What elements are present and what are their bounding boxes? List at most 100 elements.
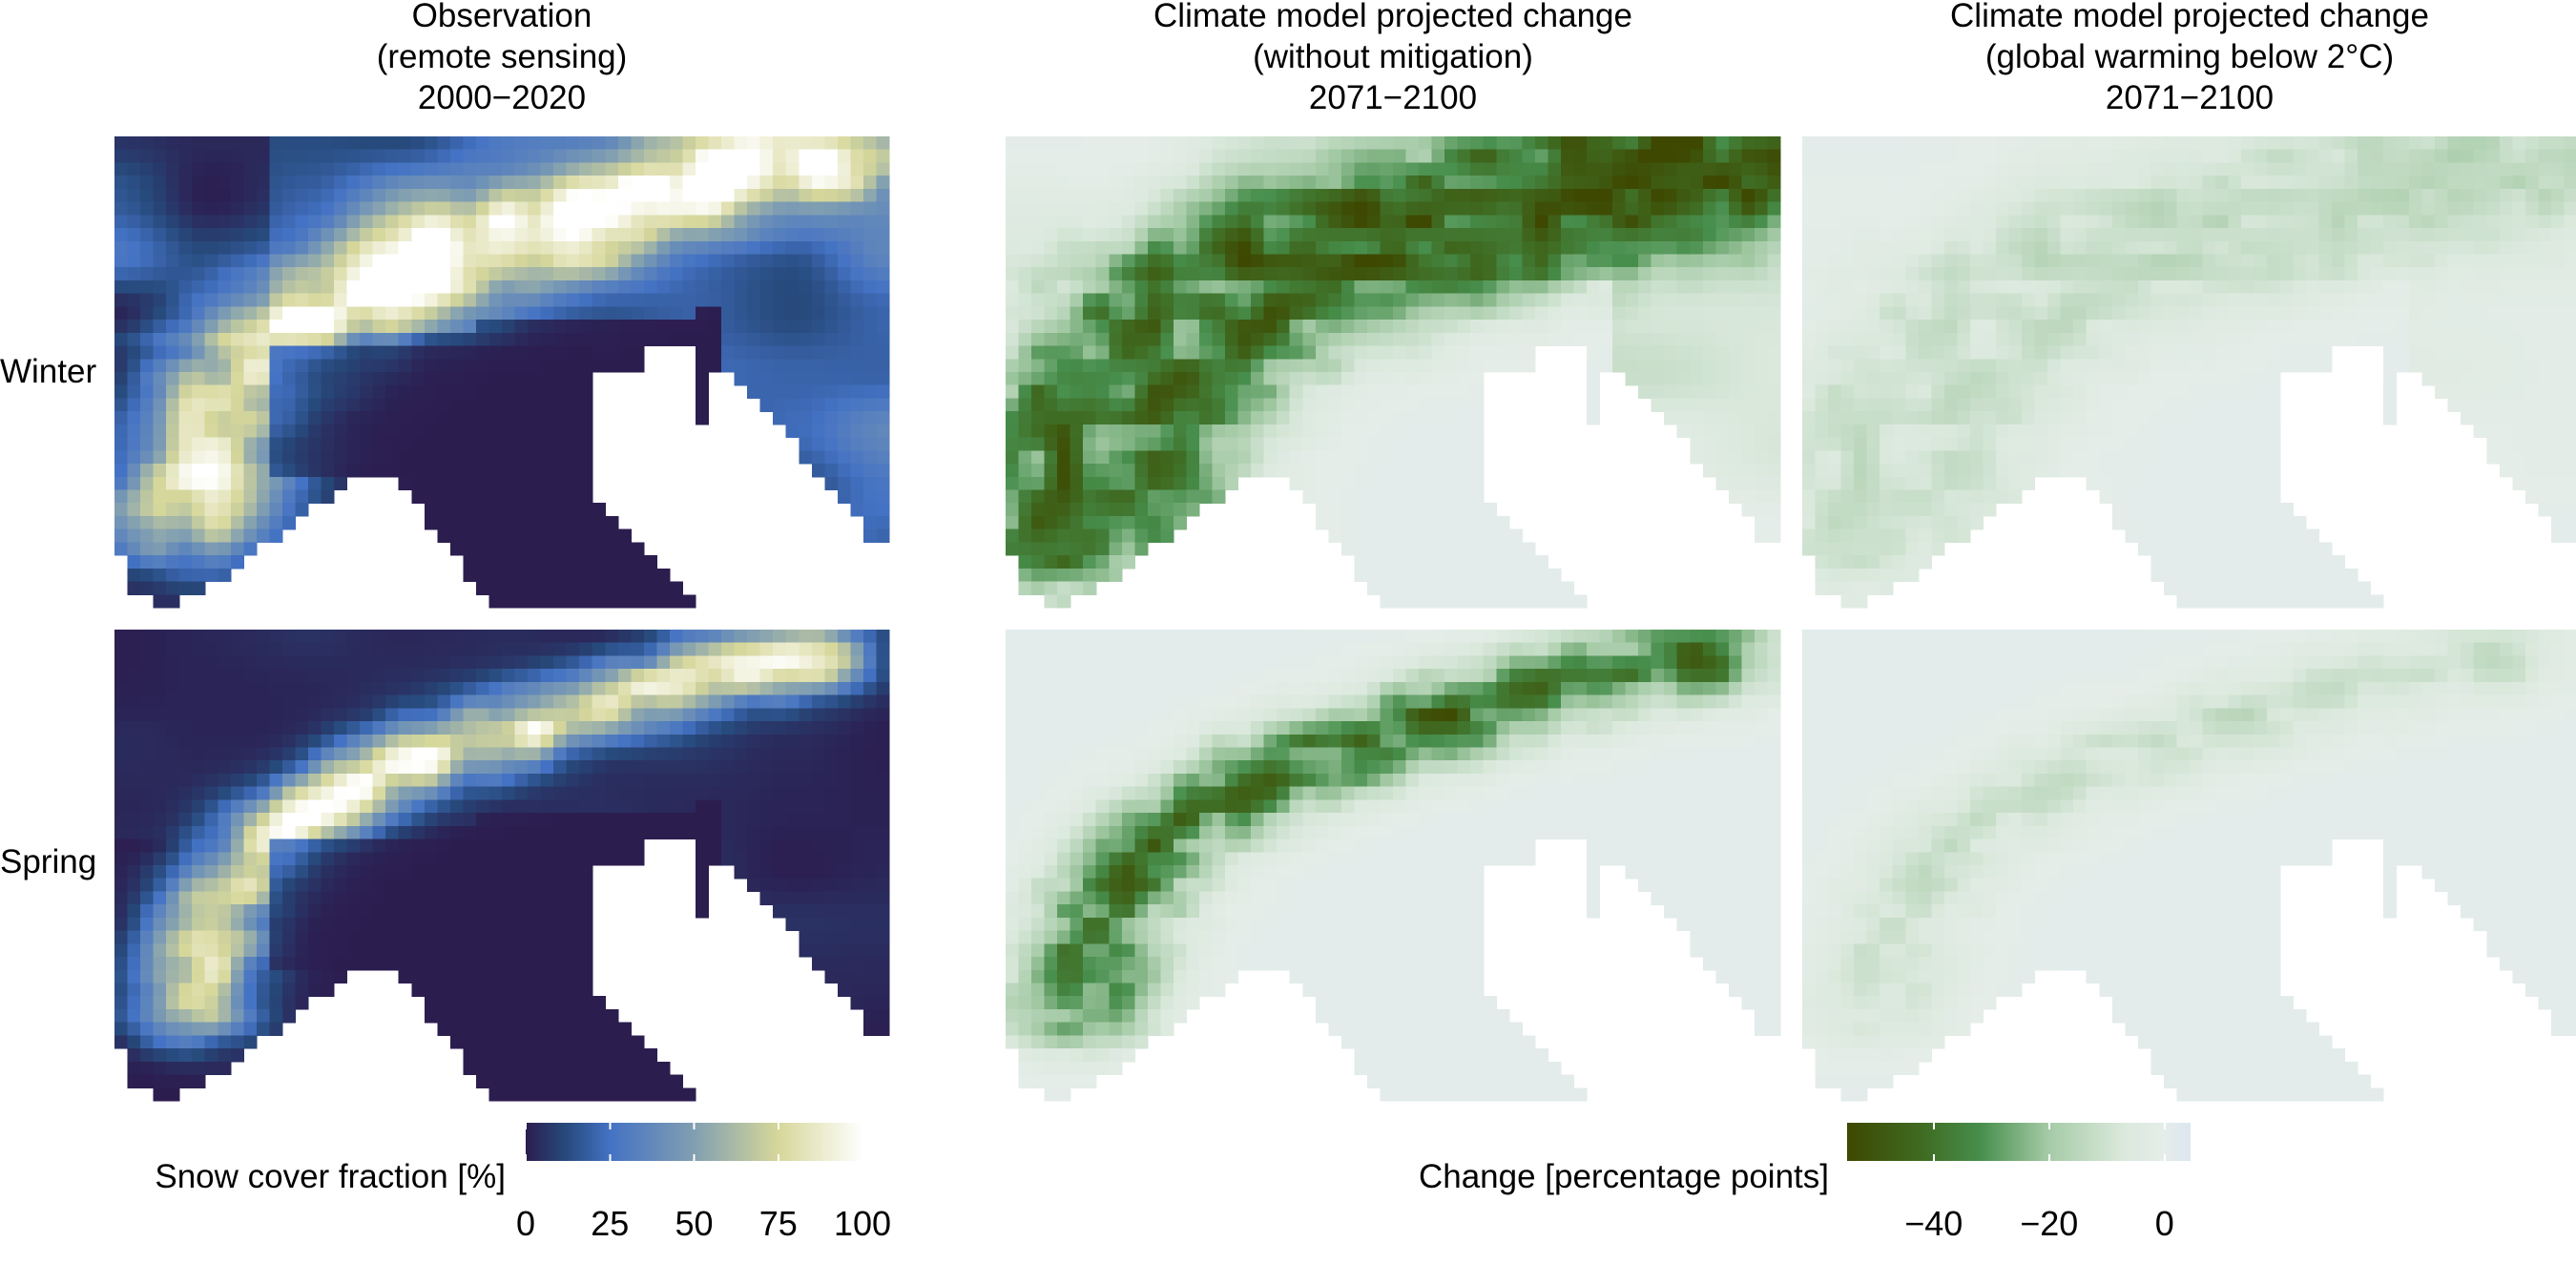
cell (1405, 215, 1420, 229)
cell (502, 162, 516, 176)
cell (1419, 293, 1433, 307)
cell (1664, 188, 1678, 203)
cell (1302, 450, 1317, 465)
cell (605, 708, 619, 722)
cell (850, 773, 864, 788)
cell (153, 773, 167, 788)
cell (192, 293, 206, 307)
cell (1212, 306, 1226, 321)
cell (824, 136, 839, 151)
cell (1109, 345, 1123, 360)
cell (1289, 384, 1303, 400)
cell (1767, 398, 1781, 412)
cell (528, 983, 542, 997)
cell (696, 188, 710, 203)
cell (1031, 359, 1046, 373)
cell (295, 489, 309, 504)
column-title-observation: Observation (remote sensing) 2000−2020 (114, 0, 889, 118)
cell (398, 359, 412, 373)
cell (1702, 293, 1716, 307)
cell (321, 149, 335, 164)
cell (876, 489, 890, 504)
cell (398, 162, 412, 176)
cell (862, 515, 878, 530)
cell (773, 786, 787, 800)
cell (747, 878, 761, 893)
cell (643, 320, 657, 334)
cell (1560, 136, 1575, 151)
cell (1263, 176, 1278, 190)
cell (230, 721, 244, 735)
cell (140, 1061, 155, 1076)
cell (1251, 332, 1265, 347)
cell (566, 1035, 580, 1049)
cell (862, 799, 878, 814)
cell (308, 450, 322, 465)
cell (243, 359, 258, 373)
cell (682, 136, 696, 151)
cell (256, 411, 270, 425)
cell (192, 489, 206, 504)
cell (1147, 320, 1161, 334)
cell (1199, 188, 1214, 203)
cell (140, 655, 155, 670)
cell (631, 721, 645, 735)
cell (579, 280, 593, 295)
cell (1444, 162, 1459, 176)
cell (127, 581, 141, 595)
cell (592, 773, 606, 788)
cell (475, 345, 490, 360)
cell (475, 996, 490, 1010)
cell (178, 437, 193, 451)
cell (398, 293, 412, 307)
cell (178, 320, 193, 334)
cell (617, 760, 632, 775)
cell (449, 694, 464, 709)
cell (192, 760, 206, 775)
cell (1328, 201, 1342, 216)
cell (463, 996, 477, 1010)
cell (256, 983, 270, 997)
cell (656, 799, 671, 814)
cell (1328, 437, 1342, 451)
cell (127, 201, 141, 216)
cell (1625, 240, 1639, 256)
cell (360, 201, 374, 216)
cell (243, 411, 258, 425)
cell (140, 904, 155, 919)
cell (502, 503, 516, 517)
cell (1534, 267, 1548, 281)
cell (140, 1048, 155, 1063)
cell (605, 240, 619, 256)
cell (437, 813, 451, 827)
cell (1457, 162, 1471, 176)
cell (850, 983, 864, 997)
cell (540, 176, 554, 190)
cell (1676, 280, 1691, 295)
cell (514, 799, 529, 814)
cell (488, 201, 503, 216)
cell (1548, 162, 1562, 176)
cell (1121, 306, 1135, 321)
cell (1676, 201, 1691, 216)
cell (463, 384, 477, 400)
cell (204, 878, 218, 893)
cell (617, 813, 632, 827)
cell (785, 839, 800, 853)
cell (528, 359, 542, 373)
cell (1031, 176, 1046, 190)
cell (463, 813, 477, 827)
cell (218, 891, 232, 905)
cell (127, 943, 141, 958)
cell (579, 839, 593, 853)
cell (463, 1022, 477, 1036)
cell (256, 969, 270, 984)
cell (140, 267, 155, 281)
cell (811, 293, 825, 307)
cell (514, 293, 529, 307)
cell (1199, 372, 1214, 386)
cell (631, 1074, 645, 1088)
cell (1444, 228, 1459, 242)
cell (502, 1061, 516, 1076)
cell (876, 136, 890, 151)
